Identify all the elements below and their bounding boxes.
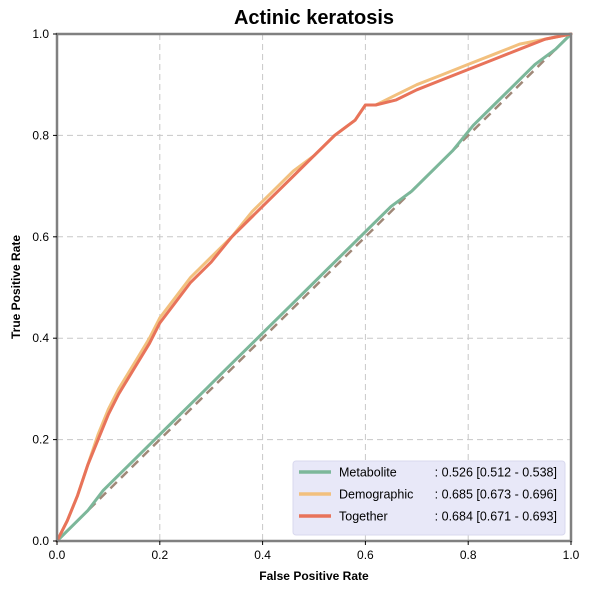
y-tick-label: 0.4 [32,331,49,345]
diagonal-reference [56,33,572,542]
series-lines [55,32,573,543]
legend-box [292,460,566,536]
y-tick-label: 0.6 [32,230,49,244]
chart-title: Actinic keratosis [234,7,394,29]
legend-label-together: Together [339,510,388,524]
y-axis-ticks: 0.0 0.2 0.4 0.6 0.8 1.0 [32,27,57,548]
legend: Metabolite : 0.526 [0.512 - 0.538] Demogra… [292,460,566,536]
plot-frame [55,32,573,543]
x-tick-label: 0.2 [151,548,168,562]
x-tick-label: 0.8 [460,548,477,562]
diagonal-line [56,33,572,542]
y-tick-label: 0.8 [32,128,49,142]
x-tick-label: 0.6 [357,548,374,562]
series-line-together [55,32,573,543]
y-axis-label: True Positive Rate [9,235,23,339]
legend-stat-together: : 0.684 [0.671 - 0.693] [435,510,557,524]
legend-label-demographic: Demographic [339,488,413,502]
grid [57,34,571,541]
legend-stat-demographic: : 0.685 [0.673 - 0.696] [435,488,557,502]
legend-stat-metabolite: : 0.526 [0.512 - 0.538] [435,466,557,480]
x-tick-label: 0.0 [49,548,66,562]
x-axis-ticks: 0.0 0.2 0.4 0.6 0.8 1.0 [49,541,580,562]
series-line-metabolite [55,32,573,543]
series-line-demographic [55,32,573,543]
y-tick-label: 1.0 [32,27,49,41]
x-tick-label: 1.0 [563,548,580,562]
y-tick-label: 0.0 [32,534,49,548]
x-axis-label: False Positive Rate [259,569,369,583]
x-tick-label: 0.4 [254,548,271,562]
y-tick-label: 0.2 [32,433,49,447]
legend-label-metabolite: Metabolite [339,466,397,480]
